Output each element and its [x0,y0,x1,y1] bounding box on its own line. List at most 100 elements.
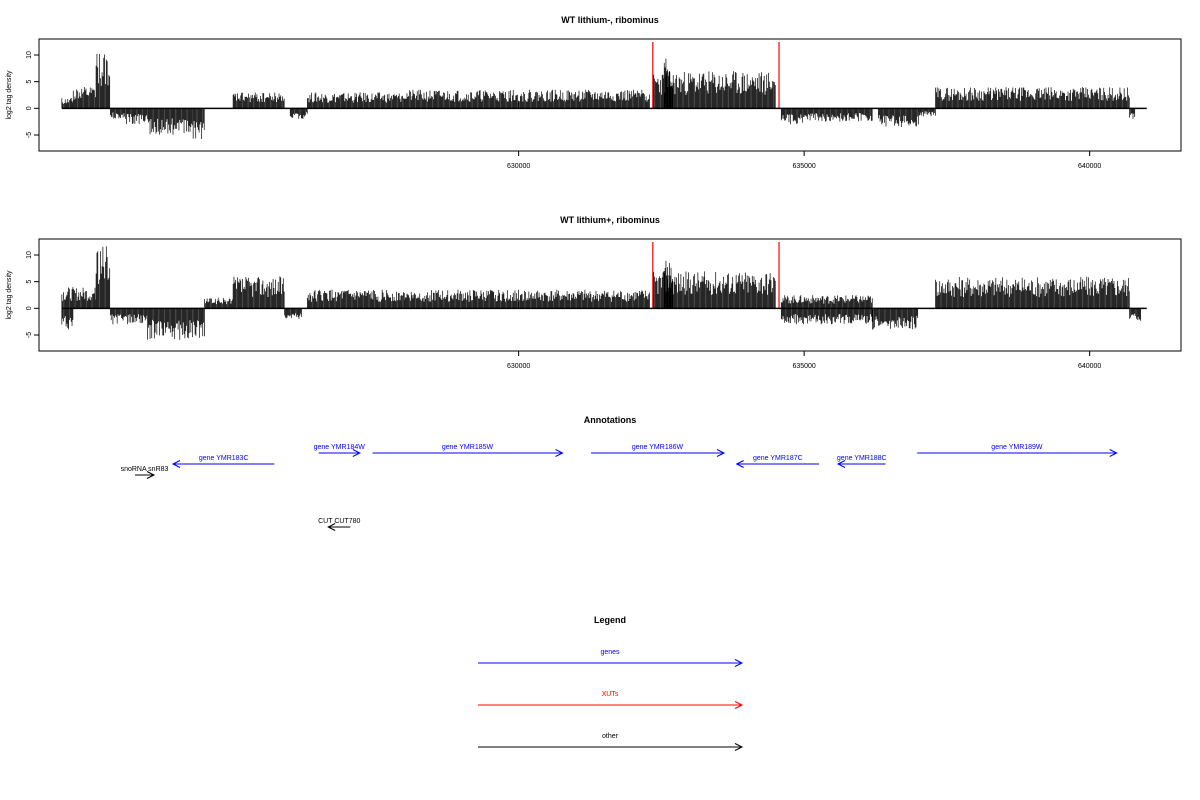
feature-arrowhead [171,460,181,468]
track-panel-lithium-minus: WT lithium-, ribominus log2 tag density … [6,15,1182,170]
density-bars [935,276,1130,309]
track-title: WT lithium-, ribominus [561,15,659,25]
track-panel-lithium-plus: WT lithium+, ribominus log2 tag density … [6,215,1182,370]
feature-label: gene YMR188C [837,455,887,462]
legend-item: genes [478,649,744,667]
x-tick-label: 630000 [507,363,530,370]
density-bars [61,97,74,109]
feature-arrowhead [836,460,846,468]
density-bars [518,289,650,309]
density-bars [95,246,111,309]
density-bars [110,308,148,325]
x-tick-label: 640000 [1078,363,1101,370]
feature-label: CUT CUT780 [318,518,360,525]
density-bars [780,295,873,309]
density-bars [878,108,919,127]
feature-label: gene YMR187C [753,455,803,462]
feature-arrowhead [716,449,726,457]
track-bars [61,42,1136,139]
track-title: WT lithium+, ribominus [560,215,660,225]
y-tick-label: 10 [26,251,33,259]
density-bars [803,108,873,122]
annotation-features: gene YMR183C gene YMR184W gene YMR185W gene… [121,444,1118,531]
legend-panel: Legend genes XUTs other [478,615,744,751]
legend-arrowhead [734,659,744,667]
annotation-feature: gene YMR186W [591,444,726,457]
density-bars [780,108,804,125]
legend-item: XUTs [478,691,744,709]
feature-label: gene YMR183C [199,455,249,462]
density-bars [284,308,302,319]
annotation-feature: gene YMR183C [171,455,275,468]
feature-label: gene YMR185W [442,444,494,451]
legend-label: genes [600,649,620,656]
x-tick-label: 640000 [1078,163,1101,170]
density-bars [204,297,233,309]
legend-title: Legend [594,615,626,625]
density-bars [95,53,111,109]
y-tick-label: 10 [26,51,33,59]
x-tick-label: 635000 [792,163,815,170]
density-bars [872,308,919,330]
x-tick-label: 635000 [792,363,815,370]
density-bars [289,108,308,119]
annotation-feature: gene YMR184W [314,444,366,457]
legend-arrowhead [734,743,744,751]
density-bars [124,108,148,124]
annotation-feature: CUT CUT780 [318,518,360,531]
y-tick-label: 5 [26,280,33,284]
density-bars [518,89,650,109]
density-bars [147,108,193,135]
density-bars [663,58,674,109]
legend-items: genes XUTs other [478,649,744,751]
x-tick-label: 630000 [507,163,530,170]
annotations-title: Annotations [584,415,637,425]
feature-label: gene YMR184W [314,444,366,451]
feature-label: gene YMR186W [632,444,684,451]
legend-item: other [478,733,744,751]
feature-arrowhead [327,523,336,531]
density-bars [61,287,97,309]
density-bars [232,276,285,309]
density-bars [110,108,125,119]
annotation-feature: gene YMR185W [372,444,564,457]
annotation-feature: gene YMR188C [836,455,887,468]
density-bars [232,92,285,109]
density-bars [1129,308,1142,321]
y-axis-label: log2 tag density [6,270,13,320]
y-tick-label: -5 [26,132,33,138]
feature-label: gene YMR189W [991,444,1043,451]
density-bars [935,87,1130,109]
feature-arrowhead [1109,449,1118,457]
density-bars [1129,108,1136,119]
density-bars [72,87,96,109]
y-axis-label: log2 tag density [6,70,13,120]
feature-arrowhead [352,449,361,457]
y-tick-label: -5 [26,332,33,338]
density-bars [307,289,405,309]
density-bars [404,89,519,109]
legend-label: XUTs [602,691,619,698]
feature-arrowhead [555,449,564,457]
track-axes: -5 0 5 10 630000 635000 640000 [26,51,1147,170]
annotation-feature: gene YMR189W [917,444,1118,457]
track-bars [61,242,1142,340]
density-bars [663,260,674,309]
density-bars [147,308,205,340]
annotation-feature: snoRNA snR83 [121,466,169,479]
legend-label: other [602,733,619,740]
feature-label: snoRNA snR83 [121,466,169,473]
plot-frame [38,38,1182,152]
density-bars [803,308,873,325]
y-tick-label: 0 [26,306,33,310]
density-bars [61,308,74,330]
y-tick-label: 5 [26,80,33,84]
feature-arrowhead [146,471,156,479]
feature-arrowhead [735,460,744,468]
density-bars [307,92,405,109]
track-axes: -5 0 5 10 630000 635000 640000 [26,251,1147,370]
density-bars [192,108,205,139]
density-bars [780,308,804,325]
